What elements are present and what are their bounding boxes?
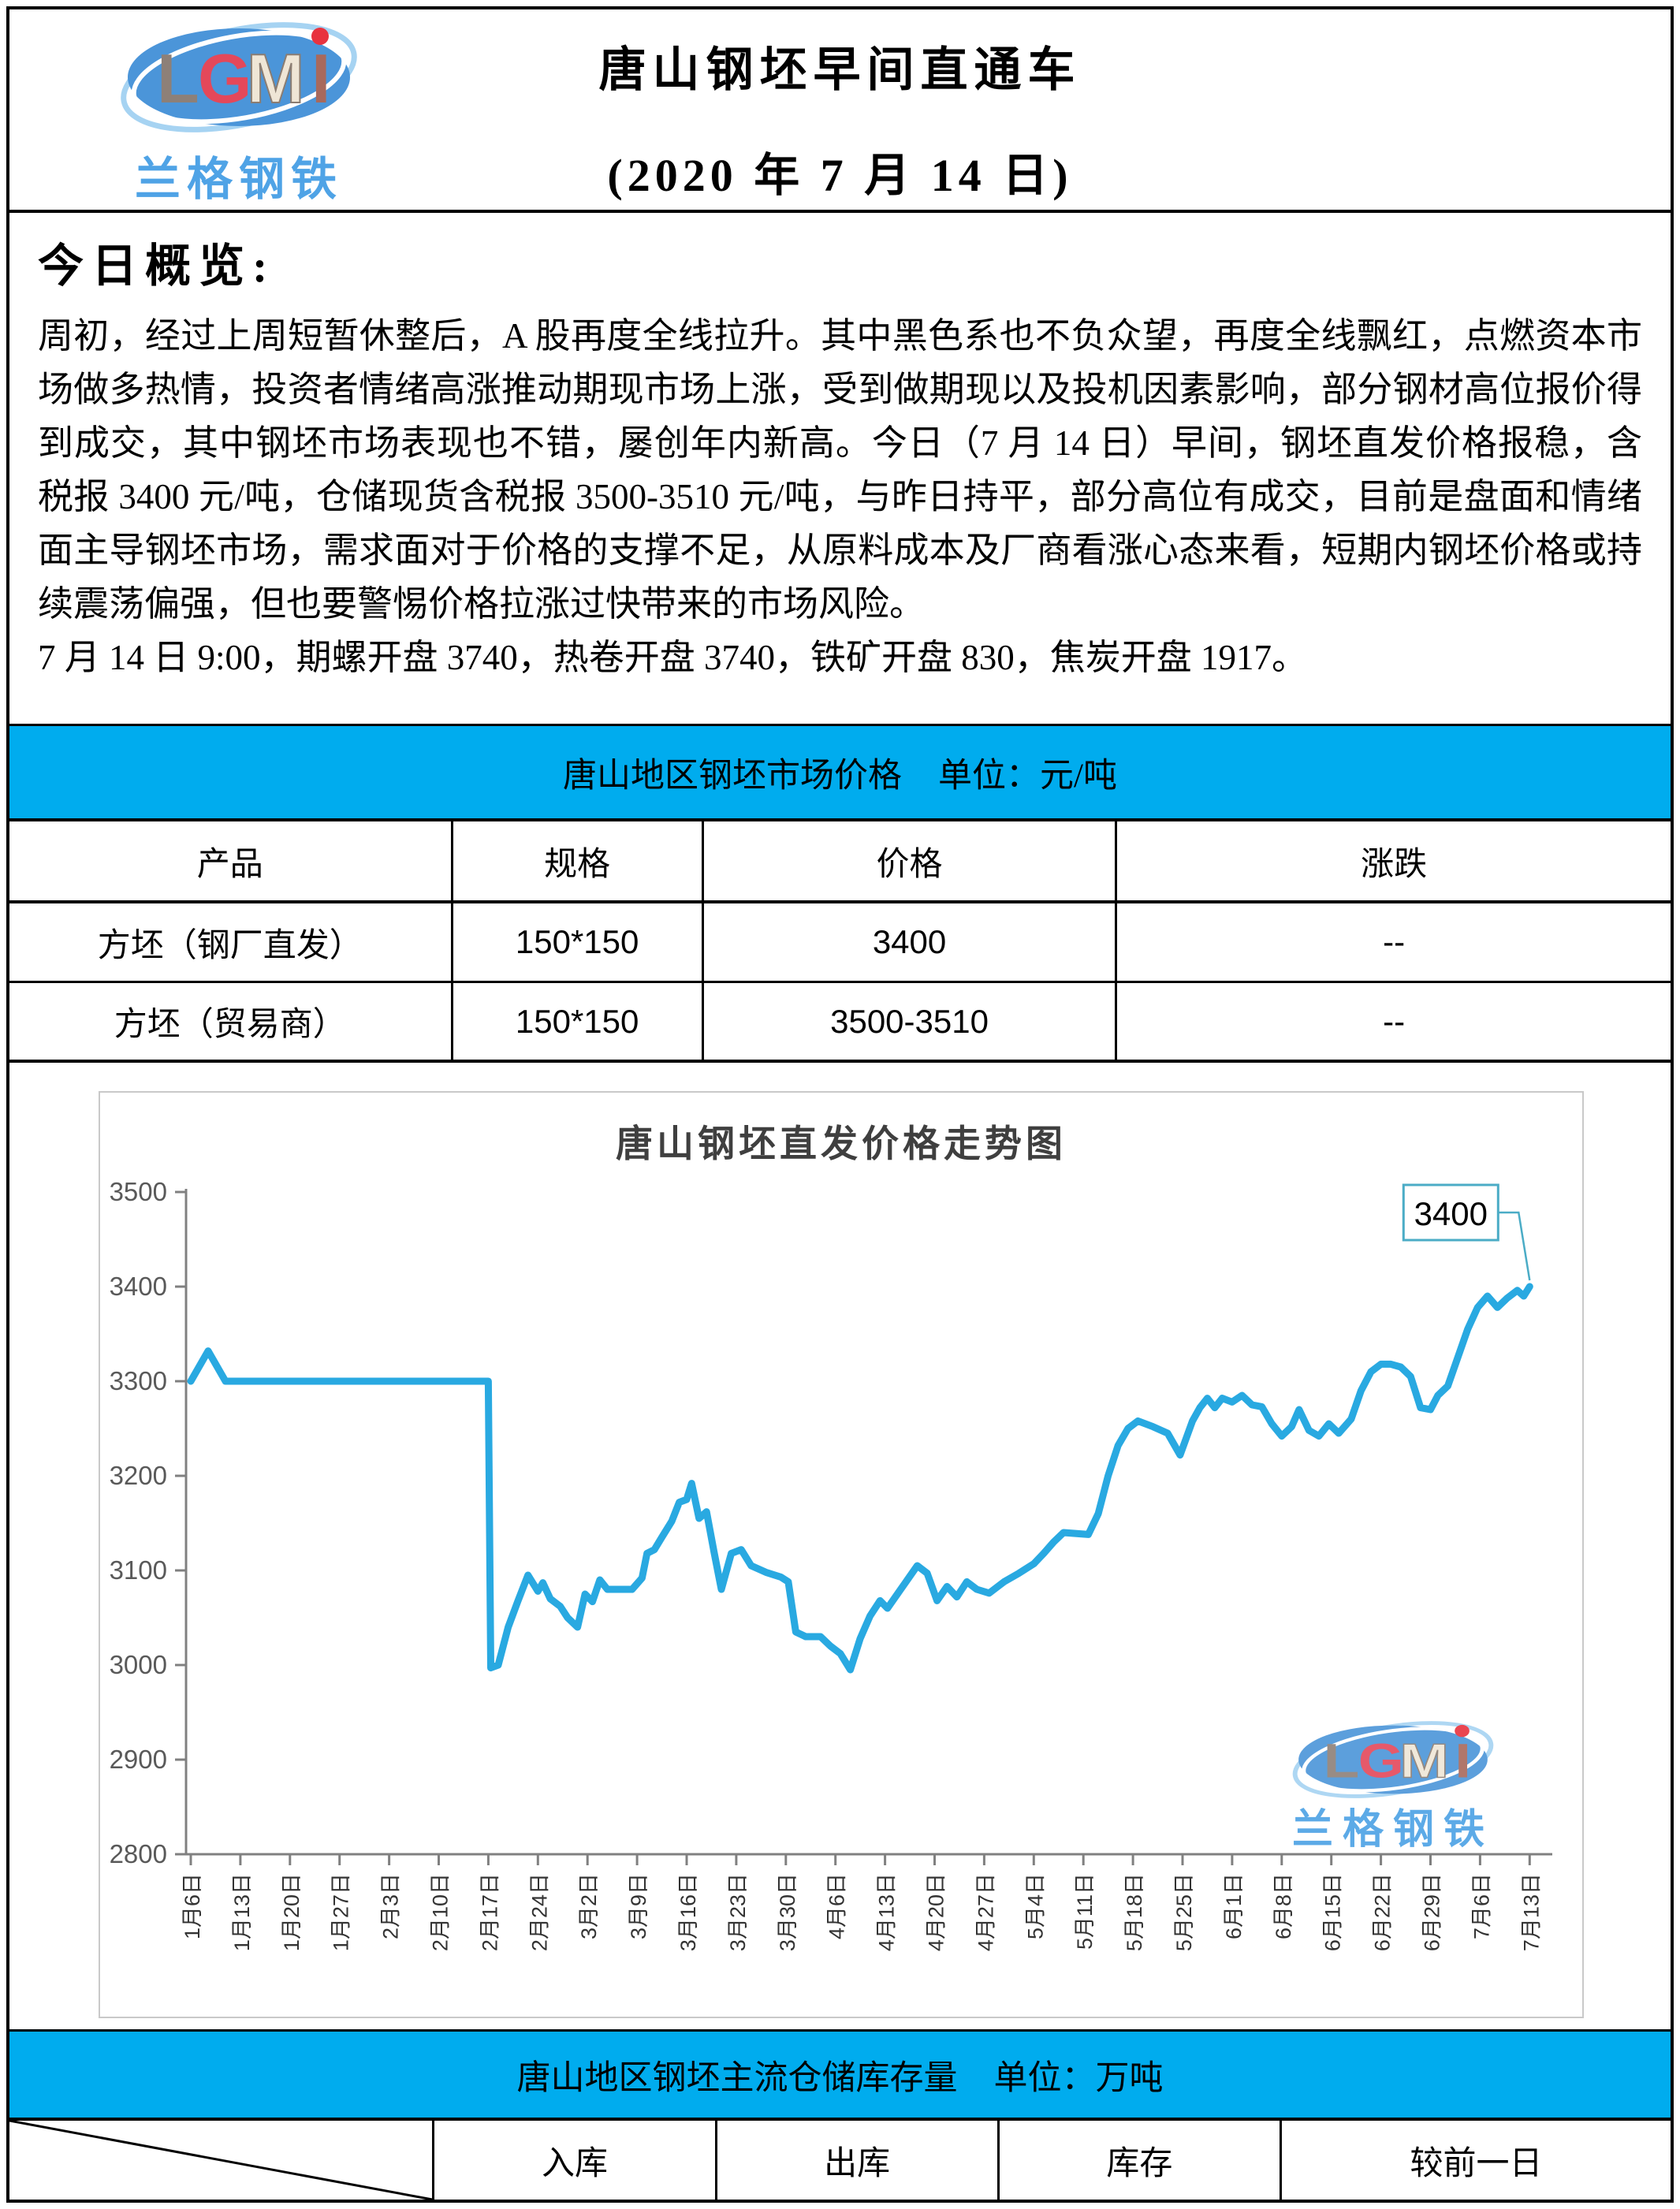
inventory-col-header-outbound: 出库 xyxy=(717,2121,1000,2200)
price-row-spec: 150*150 xyxy=(453,983,704,1063)
x-axis-tick-label: 2月10日 xyxy=(429,1873,453,1951)
x-axis-tick-label: 3月2日 xyxy=(577,1873,601,1939)
y-axis-tick-label: 2900 xyxy=(110,1745,167,1774)
data-label-callout xyxy=(1402,1183,1499,1242)
price-row-spec: 150*150 xyxy=(453,903,704,983)
overview-section: 今日概览: 周初，经过上周短暂休整后，A 股再度全线拉升。其中黑色系也不负众望，… xyxy=(9,213,1671,724)
x-axis-tick-label: 3月9日 xyxy=(627,1873,650,1939)
x-axis-tick-label: 6月15日 xyxy=(1321,1873,1345,1951)
price-trend-chart: 2800 2900 3000 3100 3200 3300 3400 3500 1月6日 1月13… xyxy=(99,1091,1584,2018)
x-axis-tick-label: 5月18日 xyxy=(1123,1873,1146,1951)
x-axis-tick-label: 3月16日 xyxy=(676,1873,700,1951)
price-col-header-product: 产品 xyxy=(9,821,453,903)
price-row-product: 方坯（贸易商） xyxy=(9,983,453,1063)
x-axis-tick-label: 5月25日 xyxy=(1172,1873,1196,1951)
report-date: (2020 年 7 月 14 日) xyxy=(607,150,1073,201)
inventory-bar-title: 唐山地区钢坯主流仓储库存量 xyxy=(516,2059,958,2097)
chart-title: 唐山钢坯直发价格走势图 xyxy=(616,1124,1067,1165)
y-axis-tick-label: 2800 xyxy=(110,1839,167,1868)
x-axis-tick-label: 6月22日 xyxy=(1371,1873,1395,1951)
price-row-price: 3400 xyxy=(703,903,1118,983)
x-axis-tick-label: 1月20日 xyxy=(280,1873,304,1951)
y-axis-tick-label: 3200 xyxy=(110,1461,167,1490)
price-trend-chart-canvas: 2800 2900 3000 3100 3200 3300 3400 3500 1月6日 1月13… xyxy=(110,1177,1552,1951)
price-table: 产品 规格 价格 涨跌 方坯（钢厂直发） 150*150 3400 -- 方坯（… xyxy=(9,821,1671,1063)
report-titles: 唐山钢坯早间直通车 (2020 年 7 月 14 日) xyxy=(9,9,1671,210)
x-axis-tick-label: 5月11日 xyxy=(1073,1873,1097,1950)
x-axis-tick-label: 1月6日 xyxy=(181,1873,204,1939)
svg-text:L: L xyxy=(1324,1734,1360,1788)
inventory-col-header-stock: 库存 xyxy=(1000,2121,1282,2200)
x-axis-tick-label: 3月30日 xyxy=(776,1873,799,1951)
y-axis-tick-label: 3300 xyxy=(110,1366,167,1395)
inventory-bar-unit: 单位：万吨 xyxy=(993,2059,1164,2097)
lgmi-watermark-icon: LGM I xyxy=(1292,1721,1494,1798)
price-line xyxy=(187,1283,1533,1674)
svg-text:I: I xyxy=(311,39,330,117)
price-row-product: 方坯（钢厂直发） xyxy=(9,903,453,983)
price-section-title-bar: 唐山地区钢坯市场价格 单位：元/吨 xyxy=(9,724,1671,821)
x-axis-tick-label: 1月13日 xyxy=(230,1873,254,1951)
svg-text:I: I xyxy=(1455,1734,1471,1788)
inventory-col-header-inbound: 入库 xyxy=(434,2121,717,2200)
price-col-header-price: 价格 xyxy=(703,821,1118,903)
x-axis-tick-label: 4月27日 xyxy=(974,1873,997,1951)
price-bar-unit: 单位：元/吨 xyxy=(938,757,1117,795)
x-axis-tick-label: 5月4日 xyxy=(1023,1873,1047,1939)
svg-text:G: G xyxy=(1358,1734,1404,1788)
x-axis-tick-label: 4月6日 xyxy=(825,1873,849,1939)
svg-text:L: L xyxy=(157,39,199,117)
price-bar-title: 唐山地区钢坯市场价格 xyxy=(563,757,903,795)
chart-section: 2800 2900 3000 3100 3200 3300 3400 3500 1月6日 1月13… xyxy=(9,1063,1671,2029)
svg-text:G: G xyxy=(198,39,251,117)
x-axis-tick-label: 3月23日 xyxy=(726,1873,750,1951)
inventory-table: 入库 出库 库存 较前一日 xyxy=(9,2121,1671,2200)
report-title: 唐山钢坯早间直通车 xyxy=(598,44,1082,96)
x-axis-tick-label: 2月17日 xyxy=(478,1873,501,1951)
svg-text:M: M xyxy=(247,39,304,117)
price-col-header-spec: 规格 xyxy=(453,821,704,903)
x-axis-tick-label: 6月29日 xyxy=(1421,1873,1444,1951)
x-axis-tick-label: 6月8日 xyxy=(1272,1873,1295,1939)
x-axis-tick-label: 7月6日 xyxy=(1470,1873,1493,1939)
lgmi-logo-icon: LGM I xyxy=(121,22,357,132)
price-col-header-change: 涨跌 xyxy=(1117,821,1671,903)
x-axis-tick-label: 2月24日 xyxy=(527,1873,551,1951)
lgmi-watermark-subtext: 兰格钢铁 xyxy=(1292,1807,1494,1853)
price-row-change: -- xyxy=(1117,903,1671,983)
x-axis-tick-label: 7月13日 xyxy=(1519,1873,1543,1951)
futures-open-line: 7 月 14 日 9:00，期螺开盘 3740，热卷开盘 3740，铁矿开盘 8… xyxy=(38,638,1308,677)
inventory-col-header-vs-prev-day: 较前一日 xyxy=(1410,2145,1543,2182)
svg-text:M: M xyxy=(1400,1734,1449,1788)
data-label-value: 3400 xyxy=(1414,1195,1488,1232)
y-axis-tick-label: 3500 xyxy=(110,1177,167,1206)
y-axis-tick-label: 3000 xyxy=(110,1650,167,1679)
lgmi-logo-subtext: 兰格钢铁 xyxy=(134,154,343,205)
overview-heading: 今日概览: xyxy=(38,240,276,292)
x-axis-tick-label: 6月1日 xyxy=(1222,1873,1246,1939)
x-axis-tick-label: 1月27日 xyxy=(330,1873,353,1951)
overview-paragraph: 周初，经过上周短暂休整后，A 股再度全线拉升。其中黑色系也不负众望，再度全线飘红… xyxy=(38,316,1642,624)
price-row-price: 3500-3510 xyxy=(703,983,1118,1063)
x-axis-tick-label: 2月3日 xyxy=(379,1873,403,1939)
y-axis-tick-label: 3100 xyxy=(110,1555,167,1585)
inventory-diagonal-header-cell xyxy=(9,2121,435,2200)
x-axis-tick-label: 4月13日 xyxy=(875,1873,899,1951)
inventory-section-title-bar: 唐山地区钢坯主流仓储库存量 单位：万吨 xyxy=(9,2029,1671,2121)
price-row-change: -- xyxy=(1117,983,1671,1063)
x-axis-tick-label: 4月20日 xyxy=(925,1873,948,1951)
y-axis-tick-label: 3400 xyxy=(110,1272,167,1301)
callout-connector xyxy=(1496,1211,1531,1281)
diagonal-line-icon xyxy=(9,2121,432,2200)
